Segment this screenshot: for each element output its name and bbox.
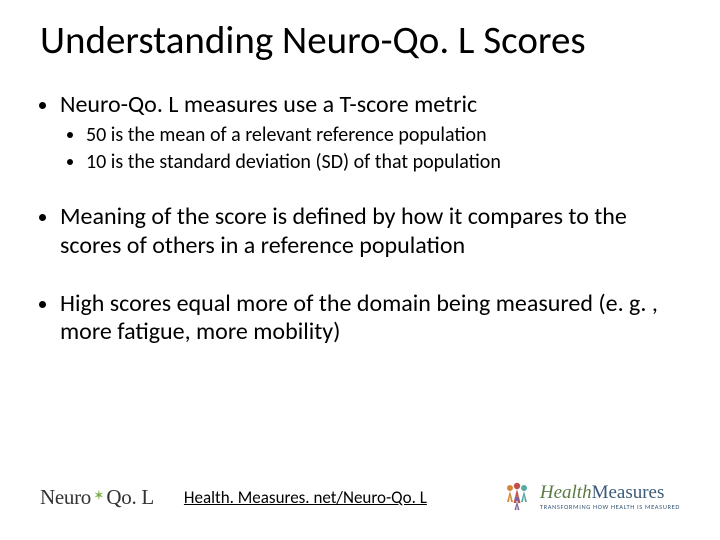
footer-link[interactable]: Health. Measures. net/Neuro-Qo. L <box>184 487 427 508</box>
footer: Neuro ✶ Qo. L Health. Measures. net/Neur… <box>40 480 680 514</box>
healthmeasures-logo: HealthMeasures TRANSFORMING HOW HEALTH I… <box>500 480 680 514</box>
neuroqol-logo: Neuro ✶ Qo. L <box>40 485 154 510</box>
sub-bullet-list: 50 is the mean of a relevant reference p… <box>60 123 680 175</box>
hm-tagline: TRANSFORMING HOW HEALTH IS MEASURED <box>540 504 680 511</box>
healthmeasures-text: HealthMeasures TRANSFORMING HOW HEALTH I… <box>540 483 680 511</box>
neuroqol-logo-left: Neuro <box>40 485 91 510</box>
sub-bullet-item: 50 is the mean of a relevant reference p… <box>86 123 680 148</box>
people-icon <box>500 480 534 514</box>
slide: Understanding Neuro-Qo. L Scores Neuro-Q… <box>0 0 720 540</box>
bullet-list: Neuro-Qo. L measures use a T-score metri… <box>40 91 680 347</box>
page-title: Understanding Neuro-Qo. L Scores <box>40 20 680 63</box>
bullet-text: Neuro-Qo. L measures use a T-score metri… <box>60 90 477 119</box>
bullet-item: Meaning of the score is defined by how i… <box>60 203 680 260</box>
bullet-item: Neuro-Qo. L measures use a T-score metri… <box>60 91 680 175</box>
star-icon: ✶ <box>91 488 106 505</box>
sub-bullet-item: 10 is the standard deviation (SD) of tha… <box>86 150 680 175</box>
hm-word-measures: Measures <box>592 482 665 503</box>
hm-word-health: Health <box>540 482 592 503</box>
neuroqol-logo-right: Qo. L <box>106 485 154 510</box>
bullet-item: High scores equal more of the domain bei… <box>60 290 680 347</box>
